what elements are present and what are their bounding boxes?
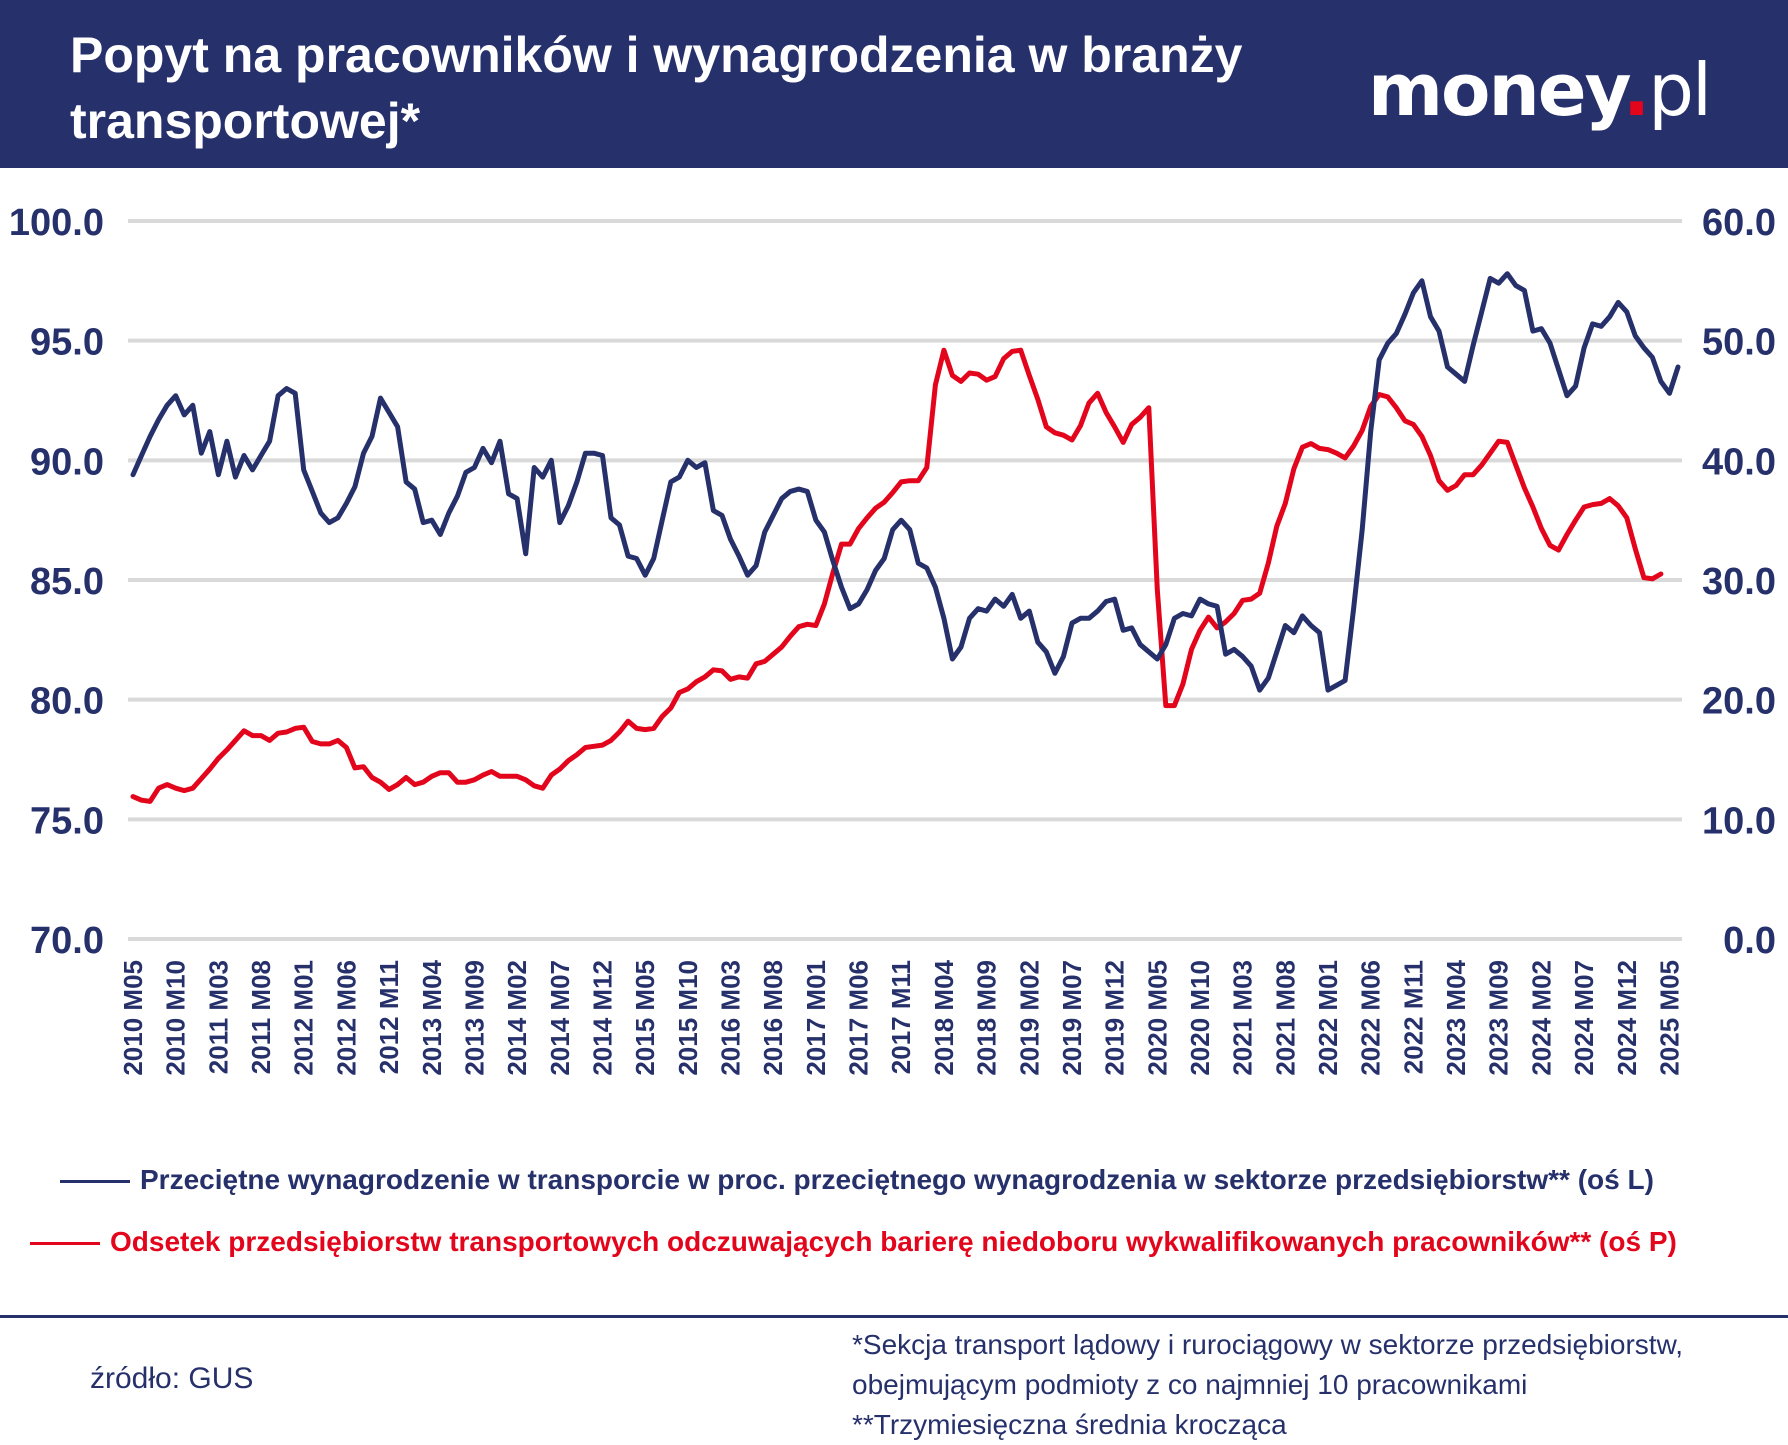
- title-line-2: transportowej*: [70, 93, 421, 149]
- x-tick-label: 2019 M12: [1100, 960, 1130, 1076]
- x-tick-label: 2023 M09: [1484, 960, 1514, 1076]
- x-tick-label: 2020 M10: [1185, 960, 1215, 1076]
- x-tick-label: 2017 M01: [801, 960, 831, 1076]
- footnote-1: *Sekcja transport lądowy i rurociągowy w…: [852, 1329, 1684, 1360]
- page-title: Popyt na pracowników i wynagrodzenia w b…: [70, 22, 1310, 154]
- x-tick-label: 2019 M07: [1057, 960, 1087, 1076]
- grid-lines: [128, 219, 1682, 941]
- legend-item-shortage: Odsetek przedsiębiorstw transportowych o…: [30, 1222, 1677, 1262]
- logo-text: money: [1368, 48, 1625, 132]
- x-tick-label: 2022 M06: [1356, 960, 1386, 1076]
- x-tick-label: 2012 M11: [374, 960, 404, 1074]
- legend-swatch-wage: [60, 1180, 130, 1184]
- x-tick-label: 2021 M08: [1270, 960, 1300, 1076]
- series-line-shortage: [130, 347, 1664, 804]
- x-tick-label: 2017 M06: [844, 960, 874, 1076]
- right-tick-label: 0.0: [1723, 920, 1776, 962]
- x-tick-label: 2022 M01: [1313, 960, 1343, 1076]
- x-tick-label: 2010 M10: [161, 960, 191, 1076]
- x-tick-label: 2014 M07: [545, 960, 575, 1076]
- logo-dot: .: [1622, 48, 1650, 132]
- series-line-wage: [130, 271, 1681, 693]
- x-tick-label: 2012 M01: [289, 960, 319, 1076]
- x-tick-label: 2013 M09: [459, 960, 489, 1076]
- right-axis-labels: 0.0 10.0 20.0 30.0 40.0 50.0 60.0: [1702, 202, 1776, 962]
- x-tick-label: 2011 M03: [203, 960, 233, 1074]
- x-tick-label: 2013 M04: [417, 959, 447, 1075]
- x-tick-label: 2020 M05: [1142, 960, 1172, 1076]
- x-tick-label: 2014 M12: [587, 960, 617, 1076]
- x-tick-label: 2021 M03: [1228, 960, 1258, 1076]
- footnote-3: **Trzymiesięczna średnia krocząca: [852, 1409, 1287, 1440]
- footer-divider: [0, 1315, 1788, 1318]
- x-tick-label: 2019 M02: [1014, 960, 1044, 1076]
- left-tick-label: 85.0: [30, 561, 104, 603]
- left-axis-labels: 70.0 75.0 80.0 85.0 90.0 95.0 100.0: [9, 202, 104, 962]
- left-tick-label: 95.0: [30, 322, 104, 364]
- right-tick-label: 50.0: [1702, 322, 1776, 364]
- x-tick-label: 2024 M02: [1526, 960, 1556, 1076]
- x-tick-label: 2025 M05: [1654, 960, 1684, 1076]
- x-tick-label: 2018 M09: [972, 960, 1002, 1076]
- left-tick-label: 100.0: [9, 202, 104, 244]
- title-line-1: Popyt na pracowników i wynagrodzenia w b…: [70, 27, 1243, 83]
- right-tick-label: 10.0: [1702, 800, 1776, 842]
- left-tick-label: 75.0: [30, 800, 104, 842]
- x-axis-labels: 2010 M05 2010 M10 2011 M03 2011 M08 2012 M01…: [118, 959, 1684, 1075]
- left-tick-label: 80.0: [30, 681, 104, 723]
- x-tick-label: 2014 M02: [502, 960, 532, 1076]
- x-tick-label: 2011 M08: [246, 960, 276, 1074]
- left-tick-label: 70.0: [30, 920, 104, 962]
- money-pl-logo: money.pl: [1368, 48, 1712, 132]
- x-tick-label: 2024 M12: [1612, 960, 1642, 1076]
- line-chart: 70.0 75.0 80.0 85.0 90.0 95.0 100.0 0.0 10.0 20.…: [9, 202, 1776, 1076]
- x-tick-label: 2022 M11: [1398, 960, 1428, 1074]
- series-lines: [130, 271, 1681, 804]
- x-tick-label: 2017 M11: [886, 960, 916, 1074]
- legend-label-shortage: Odsetek przedsiębiorstw transportowych o…: [110, 1226, 1677, 1257]
- right-tick-label: 40.0: [1702, 441, 1776, 483]
- footnotes: *Sekcja transport lądowy i rurociągowy w…: [852, 1325, 1683, 1445]
- footnote-2: obejmującym podmioty z co najmniej 10 pr…: [852, 1369, 1528, 1400]
- x-tick-label: 2012 M06: [331, 960, 361, 1076]
- x-tick-label: 2016 M08: [758, 960, 788, 1076]
- x-tick-label: 2010 M05: [118, 960, 148, 1076]
- legend-swatch-shortage: [30, 1242, 100, 1246]
- x-tick-label: 2016 M03: [716, 960, 746, 1076]
- logo-suffix: pl: [1648, 48, 1712, 132]
- legend-item-wage: Przeciętne wynagrodzenie w transporcie w…: [60, 1160, 1654, 1200]
- x-tick-label: 2015 M10: [673, 960, 703, 1076]
- source-note: źródło: GUS: [90, 1362, 254, 1395]
- legend-label-wage: Przeciętne wynagrodzenie w transporcie w…: [140, 1164, 1654, 1195]
- x-tick-label: 2023 M04: [1441, 959, 1471, 1075]
- right-tick-label: 20.0: [1702, 681, 1776, 723]
- right-tick-label: 60.0: [1702, 202, 1776, 244]
- x-tick-label: 2018 M04: [929, 959, 959, 1075]
- header-banner: Popyt na pracowników i wynagrodzenia w b…: [0, 0, 1788, 168]
- right-tick-label: 30.0: [1702, 561, 1776, 603]
- x-tick-label: 2024 M07: [1569, 960, 1599, 1076]
- x-tick-label: 2015 M05: [630, 960, 660, 1076]
- left-tick-label: 90.0: [30, 441, 104, 483]
